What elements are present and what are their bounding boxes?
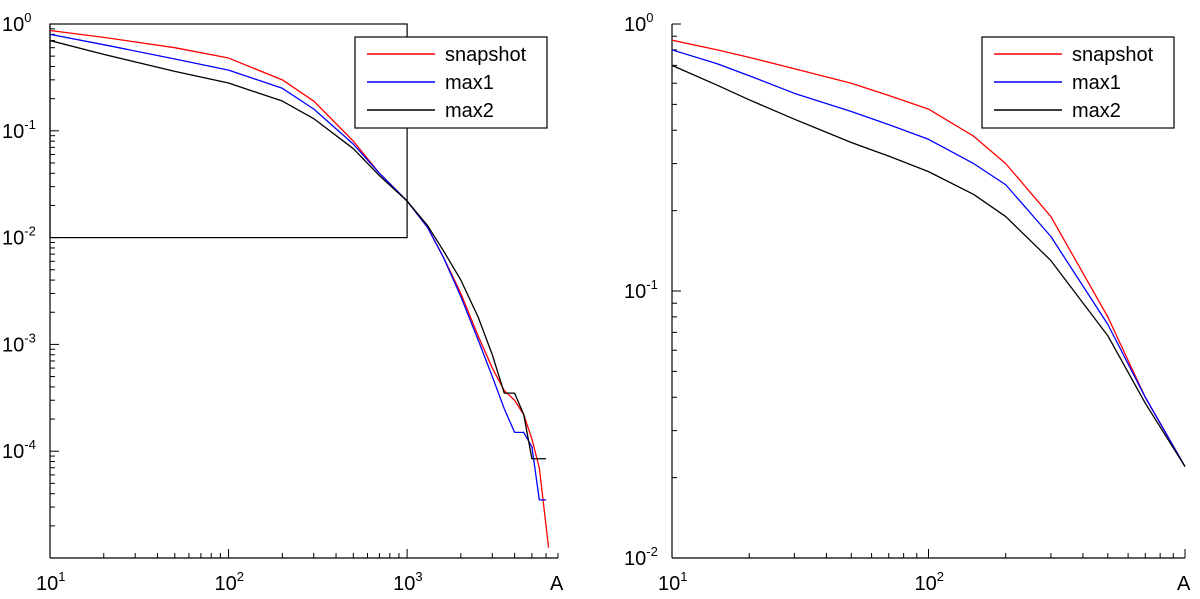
series-line-max2 <box>50 39 547 460</box>
x-tick-label: 102 <box>915 569 944 595</box>
y-tick-label: 100 <box>2 10 31 36</box>
x-tick-label: 103 <box>393 569 422 595</box>
series-line-snapshot <box>672 39 1186 467</box>
series-line-max2 <box>672 64 1186 467</box>
y-tick-label: 100 <box>624 10 653 36</box>
x-tick-label: 101 <box>36 569 65 595</box>
zoom-box <box>49 23 408 239</box>
y-tick-label: 10-2 <box>624 544 658 570</box>
legend-label-max1: max1 <box>445 72 494 94</box>
y-tick-label: 10-4 <box>2 437 36 463</box>
x-axis-label: A <box>1177 573 1191 595</box>
chart-left: 101 102 103 A 100 10-1 10-2 10-3 10-4 snapshot max… <box>2 10 564 595</box>
y-tick-label: 10-3 <box>2 330 36 356</box>
x-tick-label: 102 <box>215 569 244 595</box>
legend-label-snapshot: snapshot <box>445 44 527 66</box>
legend-label-snapshot: snapshot <box>1072 44 1154 66</box>
legend-label-max1: max1 <box>1072 72 1121 94</box>
series-line-max1 <box>50 33 547 501</box>
y-tick-label: 10-1 <box>624 277 658 303</box>
x-axis-label: A <box>550 573 564 595</box>
legend-label-max2: max2 <box>1072 100 1121 122</box>
x-tick-label: 101 <box>658 569 687 595</box>
y-tick-label: 10-2 <box>2 224 36 250</box>
legend-label-max2: max2 <box>445 100 494 122</box>
chart-right: 101 102 A 100 10-1 10-2 snapshot max1 max2 <box>624 10 1191 595</box>
y-tick-label: 10-1 <box>2 117 36 143</box>
series-line-max1 <box>672 49 1186 467</box>
